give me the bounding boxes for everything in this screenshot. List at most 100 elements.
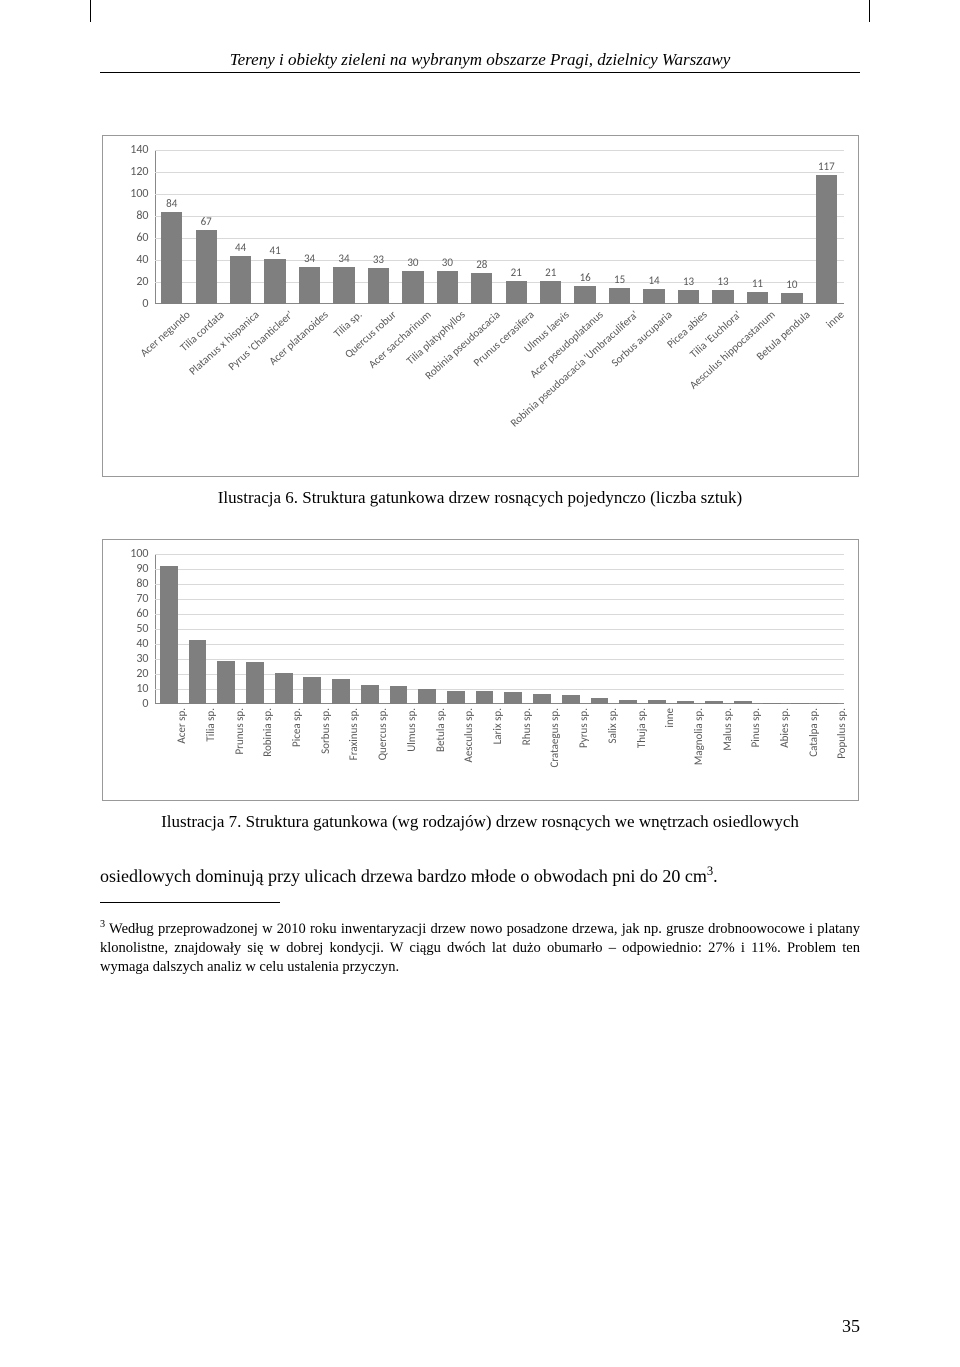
bar <box>506 281 527 304</box>
bar-slot <box>155 566 184 704</box>
x-tick-label: Abies sp. <box>778 708 791 748</box>
bar-slot <box>327 679 356 705</box>
chart-2-container: 0102030405060708090100 Acer sp.Tilia sp.… <box>100 539 860 833</box>
bar-slot <box>729 701 758 704</box>
y-tick-label: 20 <box>136 275 154 289</box>
header-rule <box>100 72 860 73</box>
bar <box>820 703 838 705</box>
bar-slot: 13 <box>706 290 740 304</box>
x-tick-label: Acer sp. <box>175 708 188 744</box>
bar-slot: 41 <box>258 259 292 304</box>
bar-slot <box>556 695 585 704</box>
bar-value-label: 13 <box>683 275 694 288</box>
y-tick-label: 40 <box>136 637 154 651</box>
bar <box>471 273 492 304</box>
bar <box>368 268 389 304</box>
y-tick-label: 30 <box>136 652 154 666</box>
bar <box>763 703 781 705</box>
bar-slot <box>528 694 557 705</box>
bars-container <box>155 554 844 704</box>
bar-slot: 117 <box>809 175 843 304</box>
page-number: 35 <box>842 1316 860 1337</box>
bar <box>246 662 264 704</box>
bar-slot <box>413 689 442 704</box>
crop-mark-right <box>869 0 870 22</box>
bar-slot <box>757 703 786 705</box>
chart-1-container: 0204060801001201408467444134343330302821… <box>100 135 860 509</box>
bar-value-label: 30 <box>407 256 418 269</box>
y-tick-label: 40 <box>136 253 154 267</box>
bar-value-label: 30 <box>442 256 453 269</box>
bar-slot <box>786 703 815 705</box>
bar <box>303 677 321 704</box>
chart-2: 0102030405060708090100 Acer sp.Tilia sp.… <box>102 539 859 801</box>
y-tick-label: 90 <box>136 562 154 576</box>
bar-slot <box>183 640 212 705</box>
bar-value-label: 34 <box>338 252 349 265</box>
chart-1-plot: 0204060801001201408467444134343330302821… <box>155 150 844 304</box>
y-tick-label: 70 <box>136 592 154 606</box>
x-tick-label: Catalpa sp. <box>807 708 820 757</box>
y-tick-label: 60 <box>136 607 154 621</box>
crop-mark-left <box>90 0 91 22</box>
y-tick-label: 80 <box>136 209 154 223</box>
bar <box>609 288 630 305</box>
bar <box>418 689 436 704</box>
bar <box>447 691 465 705</box>
bar <box>747 292 768 304</box>
bar-slot: 30 <box>430 271 464 304</box>
body-paragraph: osiedlowych dominują przy ulicach drzewa… <box>100 863 860 888</box>
bar <box>333 267 354 304</box>
bar-value-label: 28 <box>476 258 487 271</box>
bar <box>643 289 664 304</box>
x-tick-label: Crataegus sp. <box>548 708 561 768</box>
bar-value-label: 15 <box>614 273 625 286</box>
bar <box>217 661 235 705</box>
bar <box>781 293 802 304</box>
bar-value-label: 67 <box>201 215 212 228</box>
bar <box>574 286 595 304</box>
x-tick-label: Picea sp. <box>290 708 303 747</box>
bar-value-label: 16 <box>580 271 591 284</box>
bar-slot <box>269 673 298 705</box>
bar-value-label: 11 <box>752 277 763 290</box>
x-tick-label: Tilia sp. <box>204 708 217 742</box>
footnote-separator <box>100 902 280 903</box>
y-tick-label: 60 <box>136 231 154 245</box>
bar <box>562 695 580 704</box>
bar <box>678 290 699 304</box>
bar-slot <box>815 703 844 705</box>
bars-container: 8467444134343330302821211615141313111011… <box>155 150 844 304</box>
bar-slot: 30 <box>396 271 430 304</box>
bar-slot <box>470 691 499 705</box>
bar-slot: 10 <box>775 293 809 304</box>
x-tick-label: Ulmus sp. <box>405 708 418 752</box>
body-text-part1: osiedlowych dominują przy ulicach drzewa… <box>100 866 707 886</box>
x-tick-label: Larix sp. <box>491 708 504 744</box>
bar <box>540 281 561 304</box>
bar <box>816 175 837 304</box>
x-tick-label: Fraxinus sp. <box>347 708 360 760</box>
y-tick-label: 50 <box>136 622 154 636</box>
bar <box>791 703 809 705</box>
bar-slot: 84 <box>155 212 189 304</box>
bar-slot: 34 <box>327 267 361 304</box>
bar <box>275 673 293 705</box>
bar-slot <box>614 700 643 705</box>
bar-slot <box>442 691 471 705</box>
y-tick-label: 120 <box>130 165 154 179</box>
y-tick-label: 0 <box>142 297 154 311</box>
bar <box>189 640 207 705</box>
bar-slot <box>642 700 671 705</box>
bar-slot: 15 <box>602 288 636 305</box>
x-tick-label: Prunus sp. <box>233 708 246 755</box>
x-tick-label: Magnolia sp. <box>692 708 705 765</box>
bar-value-label: 117 <box>818 160 835 173</box>
y-tick-label: 100 <box>130 547 154 561</box>
footnote-text: Według przeprowadzonej w 2010 roku inwen… <box>100 921 860 975</box>
x-tick-label: Salix sp. <box>606 708 619 743</box>
bar <box>332 679 350 705</box>
y-tick-label: 100 <box>130 187 154 201</box>
bar-slot <box>298 677 327 704</box>
y-tick-label: 80 <box>136 577 154 591</box>
